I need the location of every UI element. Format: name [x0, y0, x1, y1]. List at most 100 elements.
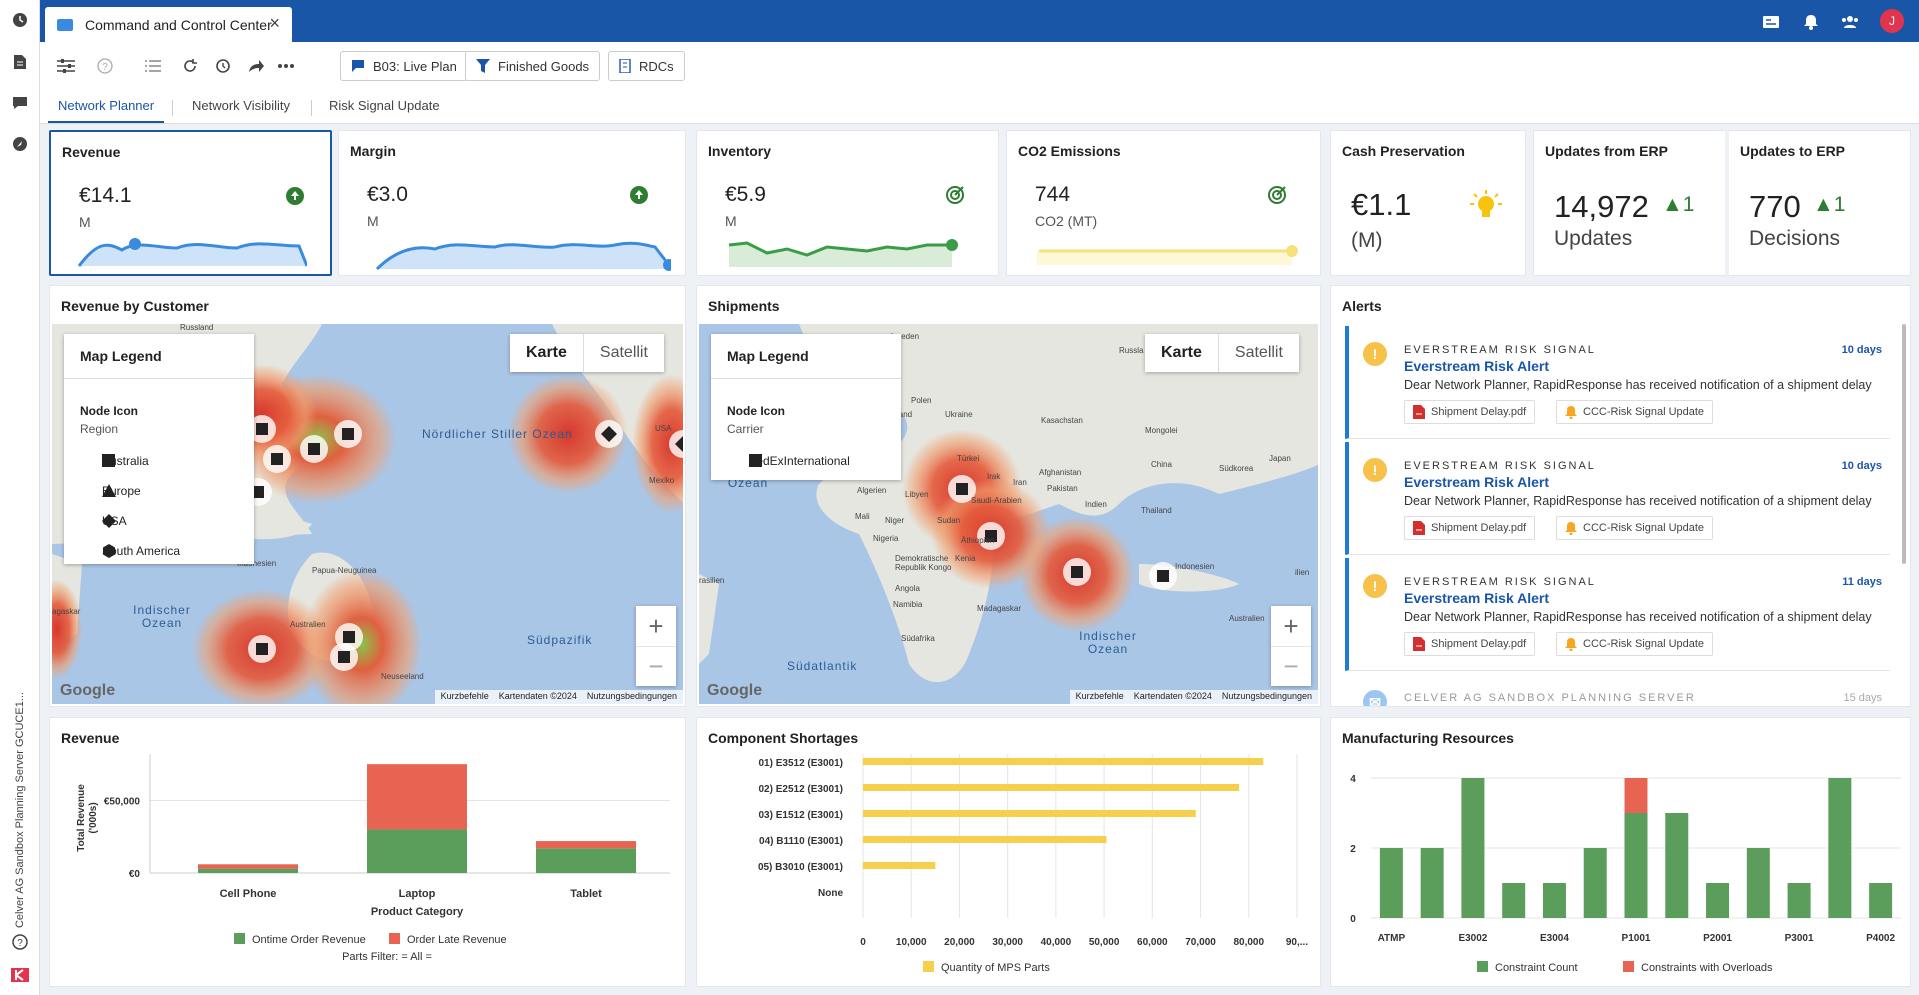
- map-terms-link[interactable]: Nutzungsbedingungen: [1221, 691, 1312, 701]
- kpi-title: Revenue: [62, 144, 121, 160]
- settings-sliders-icon[interactable]: [56, 56, 76, 76]
- y-tick-label: 0: [1350, 914, 1356, 925]
- map-node[interactable]: [263, 445, 291, 473]
- alert-title[interactable]: Everstream Risk Alert: [1404, 474, 1550, 490]
- y-tick-label: €50,000: [104, 796, 141, 807]
- filter-rdcs-button[interactable]: RDCs: [608, 51, 685, 81]
- workbook-tab[interactable]: Command and Control Center ×: [45, 7, 292, 42]
- list-icon[interactable]: [143, 56, 163, 76]
- history-icon[interactable]: [213, 56, 233, 76]
- help-icon[interactable]: ?: [10, 932, 30, 952]
- attachment-label: Shipment Delay.pdf: [1431, 638, 1527, 650]
- map-node[interactable]: [948, 475, 976, 503]
- map-node[interactable]: [1149, 562, 1177, 590]
- alert-item[interactable]: ✉ CELVER AG SANDBOX PLANNING SERVER 15 d…: [1345, 674, 1890, 706]
- navigate-icon[interactable]: [10, 134, 30, 154]
- zoom-out-button[interactable]: −: [1271, 646, 1311, 686]
- kpi-delta: ▲1: [1813, 193, 1846, 216]
- tab-network-planner[interactable]: Network Planner: [48, 98, 165, 123]
- avatar[interactable]: J: [1880, 9, 1904, 33]
- map-node[interactable]: [595, 420, 623, 448]
- y-tick-label: 04) B1110 (E3001): [759, 836, 843, 847]
- svg-text:?: ?: [102, 62, 108, 73]
- map-node[interactable]: [669, 430, 683, 458]
- kpi-unit: M: [725, 213, 737, 229]
- map-label: Australien: [290, 620, 326, 629]
- y-tick-label: 02) E2512 (E3001): [758, 784, 843, 795]
- alert-item[interactable]: ! EVERSTREAM RISK SIGNAL 10 days Everstr…: [1345, 326, 1890, 439]
- filter-finished-goods-button[interactable]: Finished Goods: [465, 51, 601, 81]
- map-type-karte[interactable]: Karte: [1161, 344, 1202, 361]
- pdf-icon: [1413, 637, 1425, 651]
- map-node[interactable]: [330, 643, 358, 671]
- attachment-chip[interactable]: Shipment Delay.pdf: [1404, 632, 1536, 656]
- map-label: Madagaskar: [977, 604, 1022, 613]
- notifications-icon[interactable]: [1802, 13, 1820, 31]
- map-terms-link[interactable]: Nutzungsbedingungen: [586, 691, 677, 701]
- workbook-icon[interactable]: [1762, 13, 1780, 31]
- scenario-button[interactable]: B03: Live Plan: [340, 51, 468, 81]
- close-icon[interactable]: ×: [269, 13, 280, 33]
- map-label: Niger: [885, 516, 905, 525]
- zoom-in-button[interactable]: +: [1283, 610, 1299, 641]
- alert-title[interactable]: Everstream Risk Alert: [1404, 358, 1550, 374]
- more-icon[interactable]: [276, 56, 296, 76]
- share-icon[interactable]: [246, 56, 266, 76]
- legend-title: Map Legend: [727, 348, 809, 364]
- chat-icon[interactable]: [10, 93, 30, 113]
- alert-title[interactable]: Everstream Risk Alert: [1404, 590, 1550, 606]
- map-shortcuts-link[interactable]: Kurzbefehle: [440, 691, 489, 701]
- kpi-co2[interactable]: CO2 Emissions 744 CO2 (MT): [1006, 130, 1321, 276]
- attachment-chip[interactable]: Shipment Delay.pdf: [1404, 400, 1536, 424]
- kpi-value: 770: [1749, 189, 1801, 224]
- zoom-out-button[interactable]: −: [636, 646, 676, 686]
- zoom-in-button[interactable]: +: [648, 610, 664, 641]
- filter-finished-goods-label: Finished Goods: [498, 58, 590, 74]
- alert-item[interactable]: ! EVERSTREAM RISK SIGNAL 11 days Everstr…: [1345, 558, 1890, 671]
- kpi-cash-preservation[interactable]: Cash Preservation €1.1 (M): [1330, 130, 1526, 276]
- kpi-inventory[interactable]: Inventory €5.9 M: [696, 130, 999, 276]
- help-icon[interactable]: ?: [95, 56, 115, 76]
- legend-group: Carrier: [727, 422, 764, 436]
- kpi-updates-to-erp[interactable]: Updates to ERP 770 ▲1 Decisions: [1725, 130, 1911, 276]
- kpi-updates-from-erp[interactable]: Updates from ERP 14,972 ▲1 Updates: [1533, 130, 1726, 276]
- alert-item[interactable]: ! EVERSTREAM RISK SIGNAL 10 days Everstr…: [1345, 442, 1890, 555]
- kpi-margin[interactable]: Margin €3.0 M: [338, 130, 686, 276]
- map-shortcuts-link[interactable]: Kurzbefehle: [1075, 691, 1124, 701]
- linked-workbook-chip[interactable]: CCC-Risk Signal Update: [1556, 632, 1714, 656]
- legend-label: Constraints with Overloads: [1641, 962, 1773, 974]
- legend-title: Map Legend: [80, 348, 162, 364]
- alert-message: Dear Network Planner, RapidResponse has …: [1404, 378, 1872, 392]
- map-label: Kasachstan: [1041, 416, 1083, 425]
- attachment-chip[interactable]: Shipment Delay.pdf: [1404, 516, 1536, 540]
- map-type-satellit[interactable]: Satellit: [582, 334, 664, 372]
- tab-risk-signal-update[interactable]: Risk Signal Update: [329, 98, 440, 113]
- kpi-title: Inventory: [708, 143, 772, 159]
- document-icon[interactable]: [10, 52, 30, 72]
- map-label: Indischer Ozean: [1079, 629, 1137, 656]
- refresh-icon[interactable]: [180, 56, 200, 76]
- map-node[interactable]: [248, 415, 276, 443]
- map-type-karte[interactable]: Karte: [526, 344, 567, 361]
- map-node[interactable]: [334, 420, 362, 448]
- collaboration-icon[interactable]: [1841, 13, 1859, 31]
- map-node[interactable]: [1063, 558, 1091, 586]
- bar: [1706, 883, 1730, 918]
- map-type-satellit[interactable]: Satellit: [1217, 334, 1299, 372]
- linked-workbook-chip[interactable]: CCC-Risk Signal Update: [1556, 516, 1714, 540]
- tab-network-visibility[interactable]: Network Visibility: [192, 98, 291, 113]
- linked-workbook-chip[interactable]: CCC-Risk Signal Update: [1556, 400, 1714, 424]
- kpi-delta: ▲1: [1662, 193, 1695, 216]
- map-node[interactable]: [248, 635, 276, 663]
- map-node[interactable]: [977, 522, 1005, 550]
- kpi-revenue[interactable]: Revenue €14.1 M: [49, 130, 332, 276]
- history-icon[interactable]: [10, 10, 30, 30]
- bar: [536, 841, 636, 849]
- map-node[interactable]: [300, 435, 328, 463]
- revenue-map[interactable]: Russland Nördlicher Stiller Ozean Indisc…: [52, 324, 683, 704]
- x-tick-label: E3002: [1458, 933, 1487, 944]
- x-tick-label: 90,...: [1286, 937, 1308, 948]
- shipments-map[interactable]: chweden Russla Polen Ukraine land Kasach…: [699, 324, 1318, 704]
- alerts-scrollbar[interactable]: [1902, 324, 1906, 564]
- kpi-value: €14.1: [79, 184, 132, 207]
